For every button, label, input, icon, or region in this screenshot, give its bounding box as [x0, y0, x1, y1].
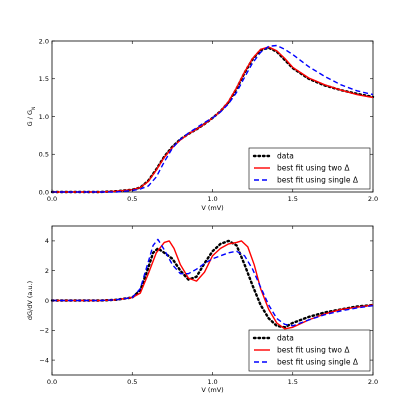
x-axis-label: V (mV): [201, 386, 223, 394]
series-line-two-delta-fit: [52, 240, 374, 330]
x-tick-label: 2.0: [368, 195, 378, 203]
y-tick-label: −2: [39, 327, 49, 335]
y-tick-label: 4: [45, 237, 49, 245]
y-axis-label: G / GN: [26, 107, 37, 127]
panel-derivative: 0.0 0.5 1.0 1.5 2.0 −4 −2 0 2 4 V (mV) dG/dV (a.u…: [26, 225, 378, 394]
legend: data best fit using two Δ best fit using…: [248, 329, 371, 372]
y-axis-label: dG/dV (a.u.): [26, 281, 34, 320]
x-tick-label: 1.5: [288, 195, 298, 203]
y-tick-label: 2.0: [39, 37, 49, 45]
tick-group: 0.0 0.5 1.0 1.5 2.0 0.0 0.5 1.0 1.5 2.0: [39, 37, 379, 203]
y-tick-label: 2: [45, 267, 49, 275]
x-tick-label: 1.5: [288, 378, 298, 386]
series-group: [50, 238, 375, 330]
y-tick-label: 0: [45, 297, 49, 305]
x-tick-label: 0.5: [127, 195, 137, 203]
x-tick-label: 1.0: [207, 195, 217, 203]
tick-group: 0.0 0.5 1.0 1.5 2.0 −4 −2 0 2 4: [39, 226, 378, 386]
legend: data best fit using two Δ best fit using…: [248, 147, 371, 190]
y-tick-label: 1.0: [39, 113, 49, 121]
x-tick-label: 0.5: [127, 378, 137, 386]
legend-label-two-delta: best fit using two Δ: [277, 346, 350, 355]
x-tick-label: 2.0: [368, 378, 378, 386]
series-line-single-delta-fit: [52, 238, 374, 327]
x-tick-label: 0.0: [47, 195, 57, 203]
legend-label-single-delta: best fit using single Δ: [277, 176, 359, 185]
y-tick-label: 0.5: [39, 151, 49, 159]
x-axis-label: V (mV): [201, 204, 223, 212]
legend-label-data: data: [277, 334, 294, 343]
y-tick-label: 0.0: [39, 188, 49, 196]
legend-label-two-delta: best fit using two Δ: [277, 164, 350, 173]
legend-label-data: data: [277, 152, 294, 161]
y-tick-label: 1.5: [39, 75, 49, 83]
y-tick-label: −4: [39, 356, 49, 364]
legend-label-single-delta: best fit using single Δ: [277, 358, 359, 367]
x-tick-label: 1.0: [207, 378, 217, 386]
x-tick-label: 0.0: [47, 378, 57, 386]
panel-conductance: 0.0 0.5 1.0 1.5 2.0 0.0 0.5 1.0 1.5 2.0 V (mV) G …: [26, 37, 378, 212]
